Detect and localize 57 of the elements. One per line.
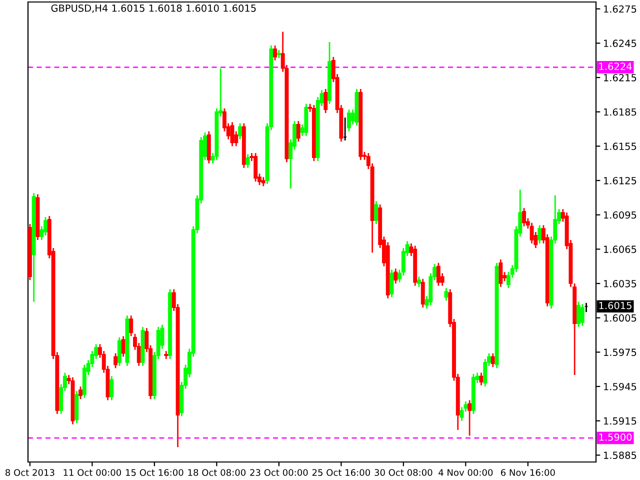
candlestick (273, 44, 278, 62)
x-tick-label: 18 Oct 08:00 (188, 469, 246, 476)
x-tick-label: 4 Nov 00:00 (438, 469, 493, 476)
candlestick (117, 336, 122, 367)
y-tick-label: 1.6065 (604, 246, 636, 253)
ref-line-label: 1.6224 (599, 62, 632, 70)
candlestick (394, 268, 398, 284)
candlestick (498, 258, 503, 288)
candlestick (254, 152, 258, 182)
candlestick (110, 375, 114, 401)
x-tick-label: 11 Oct 00:00 (64, 469, 122, 476)
ref-line-label: 1.5900 (599, 433, 632, 441)
x-tick-label: 23 Oct 00:00 (250, 469, 308, 476)
y-tick-label: 1.5945 (604, 382, 636, 390)
candlestick (230, 121, 234, 147)
candlestick (576, 301, 580, 328)
candlestick (346, 108, 351, 132)
chart-title: GBPUSD,H4 1.6015 1.6018 1.6010 1.6015 (51, 4, 256, 13)
y-tick-label: 1.6035 (604, 280, 636, 288)
annotation: 1.6015 (599, 302, 632, 310)
candlestick (238, 122, 242, 140)
y-tick-label: 1.6005 (604, 314, 636, 322)
y-tick-label: 1.6275 (604, 5, 636, 13)
candlestick (580, 303, 584, 327)
candlestick (246, 153, 250, 169)
candlestick (468, 400, 472, 436)
y-tick-label: 1.5915 (604, 417, 636, 425)
candlestick (417, 276, 421, 288)
y-tick-label: 1.6185 (604, 108, 636, 116)
candlestick (479, 372, 484, 386)
x-tick-label: 25 Oct 16:00 (312, 469, 370, 476)
y-tick-label: 1.5975 (604, 348, 636, 356)
candlestick (444, 287, 448, 302)
candlestick (420, 278, 425, 308)
x-tick-label: 30 Oct 08:00 (374, 469, 432, 476)
candlestick (436, 262, 440, 286)
candlestick (530, 222, 534, 244)
candlestick (522, 207, 526, 227)
candlestick (296, 120, 300, 142)
candlestick (114, 352, 118, 369)
x-tick-label: 6 Nov 16:00 (500, 469, 555, 476)
y-tick-label: 1.6155 (604, 142, 636, 150)
candlestick (129, 314, 134, 337)
candlestick (324, 88, 328, 114)
y-tick-label: 1.6245 (604, 40, 636, 48)
y-tick-label: 1.6095 (604, 211, 636, 219)
candlestick (490, 352, 495, 368)
candlestick (44, 216, 48, 236)
x-tick-label: 15 Oct 16:00 (126, 469, 184, 476)
y-tick-label: 1.6215 (604, 74, 636, 82)
candlestick (538, 224, 542, 244)
candlestick (261, 176, 266, 187)
y-tick-label: 1.6125 (604, 176, 636, 184)
y-tick-label: 1.5885 (604, 452, 636, 459)
x-tick-label: 8 Oct 2013 (6, 469, 54, 476)
candlestick (78, 386, 82, 400)
candlestick (374, 200, 378, 225)
